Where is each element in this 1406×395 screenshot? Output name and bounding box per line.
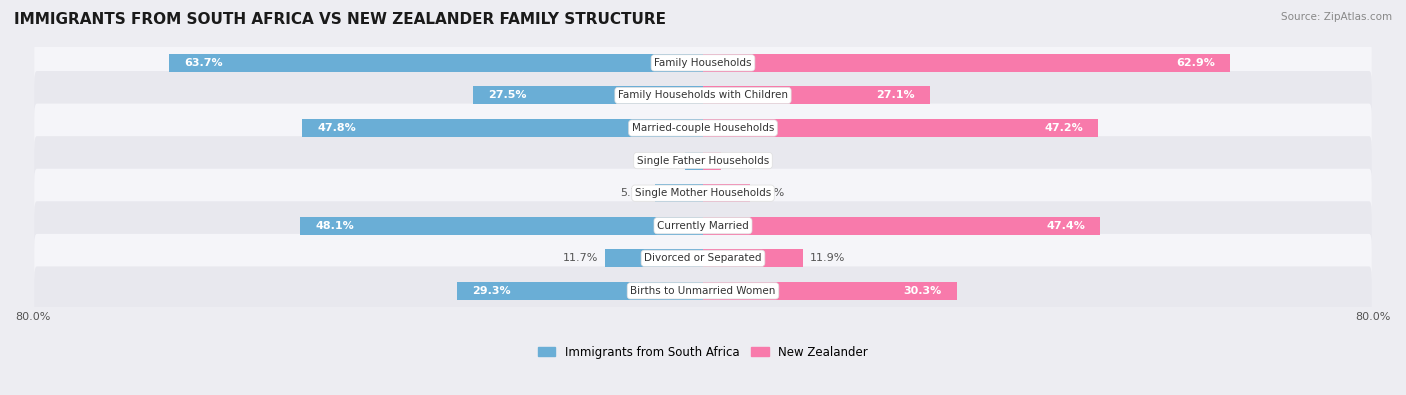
FancyBboxPatch shape [34,71,1372,120]
Text: 47.4%: 47.4% [1046,221,1085,231]
Text: 62.9%: 62.9% [1175,58,1215,68]
FancyBboxPatch shape [34,234,1372,283]
Text: 11.9%: 11.9% [810,253,845,263]
FancyBboxPatch shape [34,267,1372,315]
Text: 30.3%: 30.3% [904,286,942,296]
Text: Divorced or Separated: Divorced or Separated [644,253,762,263]
Bar [703,152,721,169]
Bar [299,217,703,235]
Text: 5.6%: 5.6% [756,188,785,198]
FancyBboxPatch shape [34,169,1372,218]
Text: 63.7%: 63.7% [184,58,224,68]
Text: 11.7%: 11.7% [562,253,599,263]
Text: 29.3%: 29.3% [472,286,512,296]
FancyBboxPatch shape [34,136,1372,185]
Legend: Immigrants from South Africa, New Zealander: Immigrants from South Africa, New Zealan… [537,346,869,359]
Bar [703,217,1099,235]
Bar [703,282,957,300]
Text: IMMIGRANTS FROM SOUTH AFRICA VS NEW ZEALANDER FAMILY STRUCTURE: IMMIGRANTS FROM SOUTH AFRICA VS NEW ZEAL… [14,12,666,27]
Text: Source: ZipAtlas.com: Source: ZipAtlas.com [1281,12,1392,22]
Bar [703,184,749,202]
FancyBboxPatch shape [34,38,1372,87]
Text: Married-couple Households: Married-couple Households [631,123,775,133]
Text: Single Mother Households: Single Mother Households [636,188,770,198]
Text: 47.8%: 47.8% [318,123,356,133]
Bar [685,152,703,169]
Text: Family Households: Family Households [654,58,752,68]
FancyBboxPatch shape [34,103,1372,152]
Bar [302,119,703,137]
Bar [605,249,703,267]
Text: Currently Married: Currently Married [657,221,749,231]
Text: 48.1%: 48.1% [315,221,354,231]
FancyBboxPatch shape [34,201,1372,250]
Text: 2.1%: 2.1% [727,156,755,166]
Text: 27.5%: 27.5% [488,90,526,100]
Text: Family Households with Children: Family Households with Children [619,90,787,100]
Text: Single Father Households: Single Father Households [637,156,769,166]
Text: 47.2%: 47.2% [1045,123,1084,133]
Text: 2.1%: 2.1% [651,156,679,166]
Bar [472,87,703,104]
Bar [703,119,1098,137]
Bar [703,87,929,104]
Bar [703,249,803,267]
Text: Births to Unmarried Women: Births to Unmarried Women [630,286,776,296]
Bar [457,282,703,300]
Bar [169,54,703,72]
Bar [703,54,1230,72]
Text: 5.7%: 5.7% [620,188,648,198]
Bar [655,184,703,202]
Text: 27.1%: 27.1% [876,90,915,100]
